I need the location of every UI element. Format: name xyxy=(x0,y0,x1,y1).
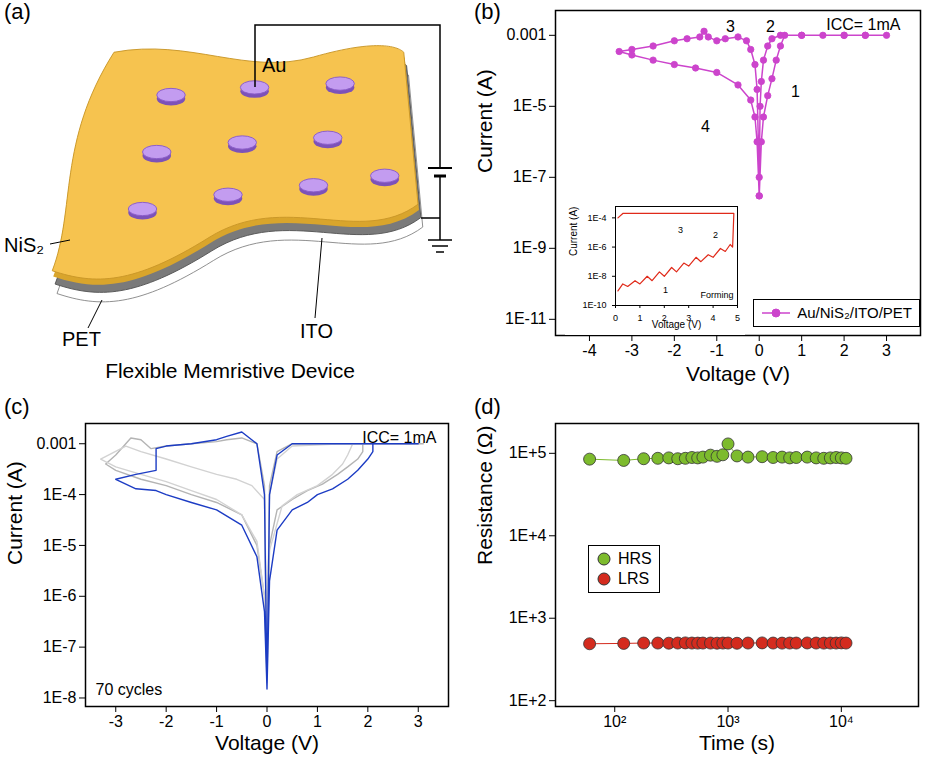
svg-text:3: 3 xyxy=(726,18,735,35)
svg-text:4: 4 xyxy=(701,118,710,135)
svg-text:10³: 10³ xyxy=(716,713,740,730)
svg-text:10²: 10² xyxy=(603,713,627,730)
svg-text:1E+4: 1E+4 xyxy=(509,527,547,544)
svg-text:-1: -1 xyxy=(710,342,724,359)
svg-text:2: 2 xyxy=(766,18,775,35)
svg-text:0.001: 0.001 xyxy=(36,435,76,452)
svg-text:2: 2 xyxy=(840,342,849,359)
svg-text:-2: -2 xyxy=(667,342,681,359)
svg-text:3: 3 xyxy=(882,342,891,359)
svg-text:1E+2: 1E+2 xyxy=(509,692,547,709)
svg-text:1E-8: 1E-8 xyxy=(43,689,77,706)
svg-text:Current (A): Current (A) xyxy=(3,461,26,565)
svg-text:1: 1 xyxy=(637,313,642,323)
svg-text:Au: Au xyxy=(262,54,286,76)
svg-text:PET: PET xyxy=(62,328,101,350)
svg-text:1E-5: 1E-5 xyxy=(43,537,77,554)
svg-text:1E-9: 1E-9 xyxy=(513,239,547,256)
svg-text:-4: -4 xyxy=(582,342,596,359)
svg-text:ITO: ITO xyxy=(300,320,333,342)
html-text:HRS: HRS xyxy=(618,550,652,567)
svg-text:Resistance (Ω): Resistance (Ω) xyxy=(473,426,496,565)
svg-text:Flexible Memristive Device: Flexible Memristive Device xyxy=(105,359,355,382)
svg-text:0: 0 xyxy=(613,313,618,323)
svg-text:-3: -3 xyxy=(625,342,639,359)
svg-text:0: 0 xyxy=(263,713,272,730)
svg-text:1E-8: 1E-8 xyxy=(587,271,606,281)
svg-text:1E-7: 1E-7 xyxy=(513,168,547,185)
svg-text:Forming: Forming xyxy=(700,290,733,300)
svg-text:1: 1 xyxy=(313,713,322,730)
svg-text:1E-5: 1E-5 xyxy=(513,97,547,114)
svg-text:0.001: 0.001 xyxy=(506,26,546,43)
svg-text:Voltage (V): Voltage (V) xyxy=(652,319,701,330)
svg-text:5: 5 xyxy=(735,313,740,323)
svg-text:1: 1 xyxy=(797,342,806,359)
svg-text:1E+5: 1E+5 xyxy=(509,444,547,461)
html-text:(c): (c) xyxy=(4,394,30,419)
svg-text:1E-4: 1E-4 xyxy=(43,486,77,503)
svg-text:1E-7: 1E-7 xyxy=(43,638,77,655)
svg-text:1: 1 xyxy=(663,285,668,295)
svg-text:1E-6: 1E-6 xyxy=(43,587,77,604)
html-text:(a): (a) xyxy=(4,0,31,24)
svg-text:1E-6: 1E-6 xyxy=(587,242,606,252)
svg-text:Voltage (V): Voltage (V) xyxy=(215,731,319,754)
svg-text:10⁴: 10⁴ xyxy=(829,713,854,730)
svg-text:1E-11: 1E-11 xyxy=(505,310,547,327)
svg-text:1E+3: 1E+3 xyxy=(509,609,547,626)
html-text:LRS: LRS xyxy=(618,570,650,587)
html-text:(b): (b) xyxy=(474,0,501,24)
svg-text:ICC= 1mA: ICC= 1mA xyxy=(362,429,437,446)
svg-text:Voltage (V): Voltage (V) xyxy=(686,362,790,385)
svg-text:-2: -2 xyxy=(159,713,173,730)
svg-text:-1: -1 xyxy=(209,713,223,730)
svg-text:1: 1 xyxy=(791,83,800,100)
svg-text:1E-4: 1E-4 xyxy=(587,213,606,223)
svg-text:70 cycles: 70 cycles xyxy=(96,681,163,698)
svg-text:3: 3 xyxy=(414,713,423,730)
svg-text:ICC= 1mA: ICC= 1mA xyxy=(826,16,901,33)
svg-text:-3: -3 xyxy=(109,713,123,730)
svg-text:3: 3 xyxy=(678,225,683,235)
svg-text:1E-10: 1E-10 xyxy=(582,300,606,310)
svg-text:2: 2 xyxy=(363,713,372,730)
html-text:Au/NiS₂/ITO/PET: Au/NiS₂/ITO/PET xyxy=(797,304,912,321)
svg-text:2: 2 xyxy=(713,230,718,240)
svg-text:NiS₂: NiS₂ xyxy=(4,234,44,256)
svg-text:0: 0 xyxy=(755,342,764,359)
html-text:(d): (d) xyxy=(474,394,501,419)
svg-text:Time (s): Time (s) xyxy=(699,731,775,754)
svg-text:Current (A): Current (A) xyxy=(568,207,579,256)
svg-text:Current (A): Current (A) xyxy=(473,69,496,173)
svg-text:4: 4 xyxy=(711,313,716,323)
